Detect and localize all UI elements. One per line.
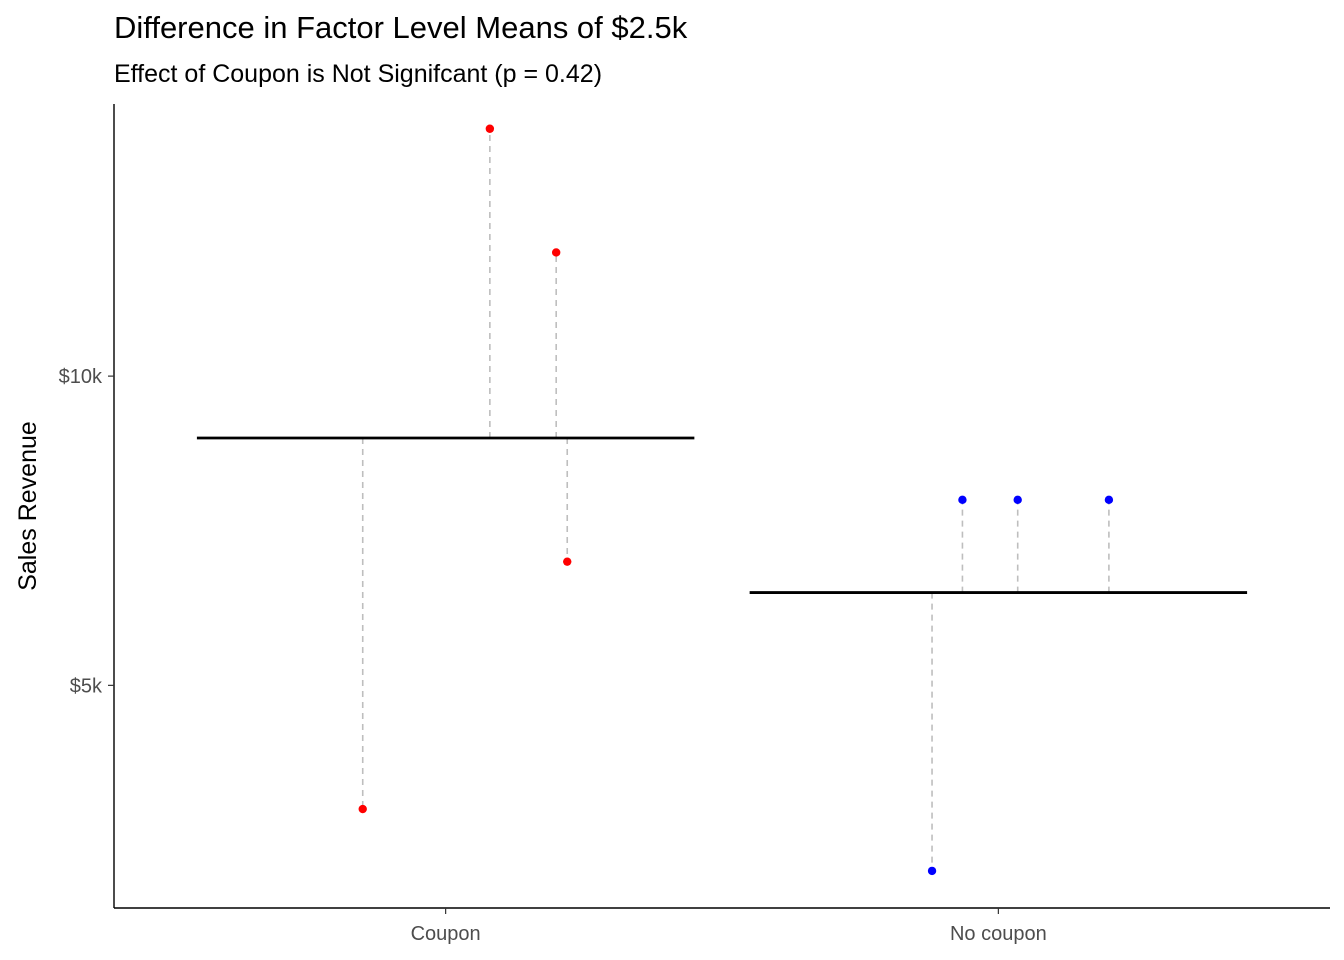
data-point	[563, 557, 572, 566]
y-axis-title: Sales Revenue	[14, 421, 42, 591]
data-point	[958, 495, 967, 505]
data-point	[551, 248, 561, 257]
x-tick-label: No coupon	[950, 923, 1047, 945]
data-point	[358, 804, 367, 814]
axes: $5k $10k Coupon No coupon	[59, 104, 1330, 945]
data-point	[927, 866, 937, 876]
data-point	[1013, 495, 1022, 505]
chart-subtitle: Effect of Coupon is Not Signifcant (p = …	[114, 60, 603, 88]
mean-lines	[196, 436, 1248, 594]
residual-lines	[361, 128, 1110, 871]
y-tick-label: $10k	[59, 366, 103, 388]
data-points	[358, 124, 1114, 876]
y-tick-label: $5k	[70, 675, 103, 697]
x-tick-label: Coupon	[411, 923, 481, 945]
chart-title: Difference in Factor Level Means of $2.5…	[114, 10, 688, 45]
data-point	[1104, 495, 1114, 505]
data-point	[485, 124, 495, 133]
